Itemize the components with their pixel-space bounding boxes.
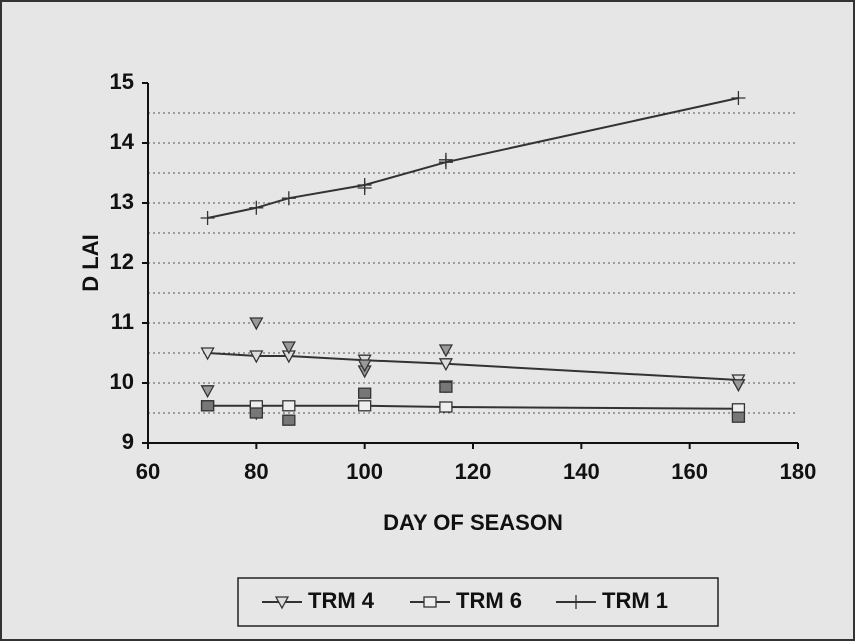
series-line [207,352,739,381]
marker [358,400,372,412]
marker [200,347,215,361]
y-tick-label: 13 [110,189,134,214]
x-tick-label: 80 [244,459,268,484]
x-tick-label: 120 [455,459,492,484]
marker [357,359,372,373]
marker [438,358,454,372]
marker [200,400,215,412]
y-tick-label: 12 [110,249,134,274]
marker [200,211,215,225]
marker [274,596,290,610]
y-tick-label: 10 [110,369,134,394]
y-tick-label: 11 [111,309,134,334]
x-tick-label: 140 [563,459,600,484]
x-tick-label: 60 [136,459,160,484]
marker [439,401,453,413]
marker [569,595,583,609]
marker [438,344,454,358]
marker [423,596,437,608]
marker [358,387,372,399]
marker [249,407,263,419]
marker [200,385,215,399]
marker [281,341,296,355]
series-line [207,404,739,410]
marker [281,191,296,206]
series-line [207,97,739,219]
x-tick-label: 100 [346,459,383,484]
legend-label: TRM 6 [456,588,522,613]
marker [439,381,453,393]
y-tick-label: 9 [122,429,134,454]
legend-box [237,577,719,627]
x-axis-title: DAY OF SEASON [383,510,563,535]
marker [731,379,746,393]
marker [357,181,372,195]
marker [249,350,264,364]
y-tick-label: 15 [110,69,134,94]
marker [438,152,453,167]
marker [282,400,296,412]
marker [282,414,296,426]
marker [731,91,746,105]
x-tick-label: 180 [780,459,817,484]
legend-label: TRM 4 [308,588,375,613]
y-tick-label: 14 [110,129,135,154]
legend-label: TRM 1 [602,588,668,613]
y-axis-title: D LAI [78,234,103,291]
x-tick-label: 160 [671,459,708,484]
marker [249,200,264,215]
marker [731,411,746,423]
marker [249,317,264,331]
